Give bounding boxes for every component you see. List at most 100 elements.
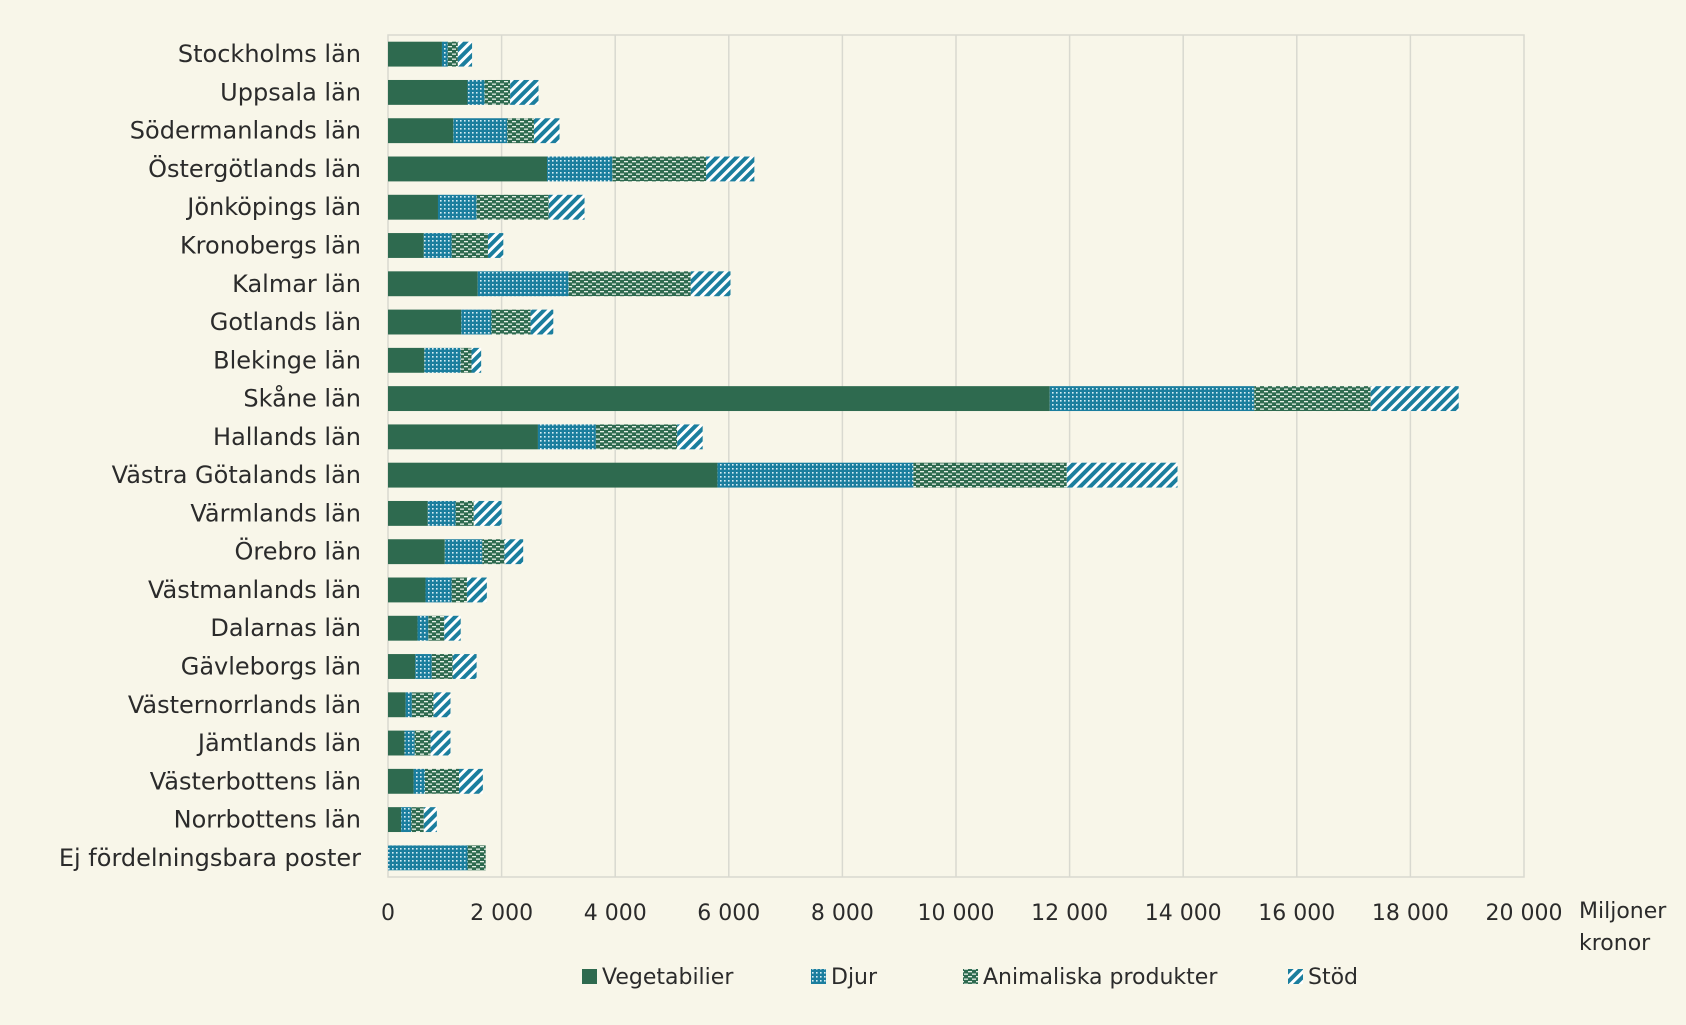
category-label: Blekinge län xyxy=(213,346,361,374)
bar-segment-animaliska-produkter xyxy=(451,233,488,258)
bars xyxy=(388,41,1459,871)
legend-label: Djur xyxy=(831,965,878,990)
bar-segment-animaliska-produkter xyxy=(1254,386,1371,412)
bar-segment-st-d xyxy=(677,424,703,450)
x-tick-label: 8 000 xyxy=(811,901,874,926)
legend-label: Stöd xyxy=(1308,965,1358,990)
bar-segment-djur xyxy=(437,194,477,220)
bar-segment-animaliska-produkter xyxy=(595,424,678,450)
category-label: Skåne län xyxy=(243,384,361,413)
category-label: Örebro län xyxy=(235,537,361,566)
bar-segment-vegetabilier xyxy=(388,347,425,373)
bar-segment-vegetabilier xyxy=(388,424,538,450)
category-label: Gotlands län xyxy=(210,308,361,336)
bar-segment-animaliska-produkter xyxy=(568,271,691,297)
legend-label: Vegetabilier xyxy=(602,965,734,990)
bar-segment-animaliska-produkter xyxy=(431,654,453,679)
bar-segment-vegetabilier xyxy=(388,692,406,718)
category-label: Jönköpings län xyxy=(185,193,361,221)
bar-segment-djur xyxy=(417,615,429,641)
bar-segment-animaliska-produkter xyxy=(491,309,531,335)
bar-segment-animaliska-produkter xyxy=(451,577,467,603)
bar-segment-animaliska-produkter xyxy=(411,807,424,833)
bar-segment-st-d xyxy=(452,654,477,679)
legend-swatch xyxy=(963,969,978,984)
x-tick-label: 6 000 xyxy=(697,901,760,926)
x-axis-unit-line-2: kronor xyxy=(1579,931,1651,956)
bar-segment-vegetabilier xyxy=(388,79,468,105)
bar-segment-animaliska-produkter xyxy=(476,194,549,220)
bar-segment-djur xyxy=(424,347,461,373)
bar-segment-vegetabilier xyxy=(388,156,548,182)
bar-segment-animaliska-produkter xyxy=(484,79,511,105)
category-label: Hallands län xyxy=(213,423,361,451)
bar-segment-vegetabilier xyxy=(388,768,414,794)
bar-segment-st-d xyxy=(504,539,524,565)
bar-segment-vegetabilier xyxy=(388,194,438,220)
bar-segment-vegetabilier xyxy=(388,309,462,335)
bar-segment-animaliska-produkter xyxy=(482,539,505,565)
bar-segment-vegetabilier xyxy=(388,386,1050,412)
bar-segment-vegetabilier xyxy=(388,500,428,526)
bar-segment-djur xyxy=(425,577,452,603)
bar-segment-djur xyxy=(477,271,569,297)
bar-segment-djur xyxy=(441,41,448,67)
bar-segment-animaliska-produkter xyxy=(411,692,434,718)
bar-segment-djur xyxy=(427,500,456,526)
category-label: Kronobergs län xyxy=(180,232,361,260)
bar-segment-st-d xyxy=(423,807,437,833)
bar-segment-vegetabilier xyxy=(388,233,424,258)
bar-segment-animaliska-produkter xyxy=(424,768,459,794)
category-label: Värmlands län xyxy=(190,499,361,527)
bar-segment-vegetabilier xyxy=(388,118,454,144)
bar-segment-st-d xyxy=(1370,386,1459,412)
x-axis-unit: Miljoner kronor xyxy=(1579,899,1667,956)
category-label: Östergötlands län xyxy=(148,154,361,183)
bar-segment-vegetabilier xyxy=(388,41,442,67)
category-label: Västerbottens län xyxy=(150,767,361,795)
bar-segment-djur xyxy=(423,233,452,258)
bar-segment-st-d xyxy=(471,347,482,373)
bar-segment-st-d xyxy=(433,692,451,718)
category-labels: Stockholms län Uppsala län Södermanlands l… xyxy=(59,40,361,872)
bar-segment-animaliska-produkter xyxy=(428,615,445,641)
bar-segment-st-d xyxy=(457,41,473,67)
bar-segment-djur xyxy=(405,692,412,718)
bar-segment-st-d xyxy=(530,309,554,335)
category-label: Stockholms län xyxy=(178,40,361,68)
bar-segment-st-d xyxy=(706,156,755,182)
bar-segment-djur xyxy=(404,730,415,756)
bar-segment-st-d xyxy=(473,500,502,526)
x-tick-label: 14 000 xyxy=(1145,901,1222,926)
category-label: Ej fördelningsbara poster xyxy=(59,844,361,872)
bar-segment-vegetabilier xyxy=(388,462,718,488)
legend: Vegetabilier Djur Animaliska produkter Stöd xyxy=(582,965,1358,990)
category-label: Västra Götalands län xyxy=(112,461,361,489)
bar-segment-vegetabilier xyxy=(388,730,405,756)
bar-segment-animaliska-produkter xyxy=(612,156,707,182)
category-label: Kalmar län xyxy=(232,270,361,298)
bar-segment-animaliska-produkter xyxy=(455,500,474,526)
bar-segment-djur xyxy=(444,539,483,565)
category-label: Dalarnas län xyxy=(210,614,361,642)
category-label: Jämtlands län xyxy=(196,729,361,757)
category-label: Norrbottens län xyxy=(174,806,361,834)
bar-segment-djur xyxy=(453,118,508,144)
bar-segment-st-d xyxy=(459,768,483,794)
x-tick-label: 0 xyxy=(381,901,395,926)
bar-segment-st-d xyxy=(533,118,560,144)
x-tick-label: 10 000 xyxy=(918,901,995,926)
bar-segment-djur xyxy=(388,845,468,871)
x-tick-label: 4 000 xyxy=(584,901,647,926)
bar-segment-animaliska-produkter xyxy=(414,730,431,756)
bar-segment-st-d xyxy=(430,730,451,756)
bar-segment-vegetabilier xyxy=(388,577,426,603)
bar-segment-vegetabilier xyxy=(388,615,418,641)
legend-swatch xyxy=(1288,969,1303,984)
bar-segment-st-d xyxy=(1066,462,1178,488)
x-tick-label: 2 000 xyxy=(470,901,533,926)
x-axis-tick-labels: 0 2 000 4 000 6 000 8 000 10 000 12 000 14 000 1… xyxy=(381,901,1562,926)
bar-segment-djur xyxy=(1049,386,1255,412)
